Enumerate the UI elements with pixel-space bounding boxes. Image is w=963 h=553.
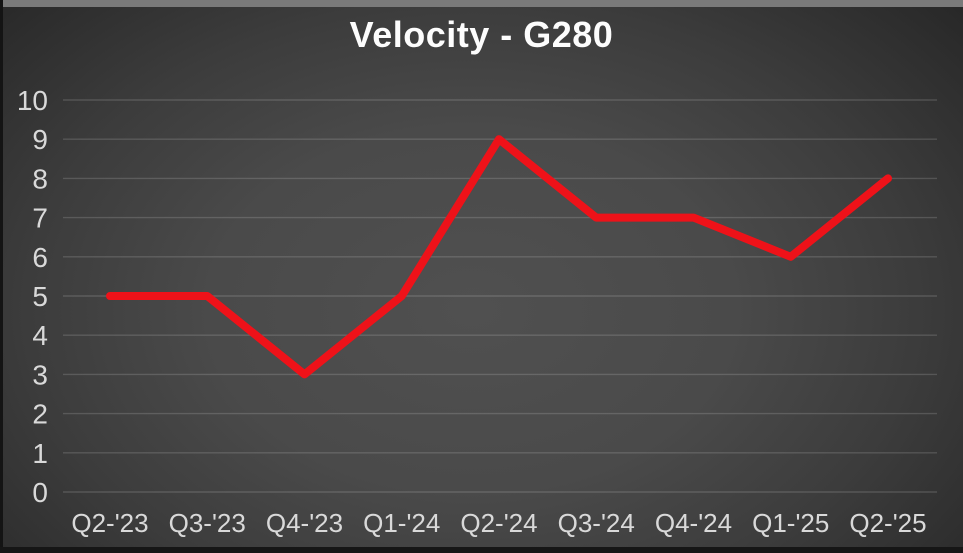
- series-line-velocity: [106, 135, 892, 379]
- y-axis-tick-label: 5: [32, 281, 48, 312]
- x-axis-tick-label: Q4-'24: [655, 508, 732, 538]
- x-axis-tick-label: Q1-'25: [752, 508, 829, 538]
- y-axis-tick-label: 1: [32, 438, 48, 469]
- y-axis-tick-label: 4: [32, 320, 48, 351]
- y-axis-tick-label: 8: [32, 163, 48, 194]
- chart-title: Velocity - G280: [349, 14, 614, 55]
- y-axis-tick-label: 6: [32, 242, 48, 273]
- x-axis-tick-label: Q3-'23: [169, 508, 246, 538]
- y-axis-tick-label: 10: [17, 85, 48, 116]
- y-axis-tick-label: 7: [32, 203, 48, 234]
- x-axis-tick-label: Q1-'24: [363, 508, 440, 538]
- y-axis-tick-label: 2: [32, 399, 48, 430]
- y-axis-tick-label: 0: [32, 477, 48, 508]
- window-top-edge: [0, 0, 963, 7]
- x-axis-tick-label: Q2-'25: [849, 508, 926, 538]
- window-left-edge: [0, 0, 3, 553]
- x-axis-tick-label: Q2-'23: [71, 508, 148, 538]
- x-axis-tick-label: Q2-'24: [460, 508, 537, 538]
- y-axis-tick-label: 9: [32, 124, 48, 155]
- y-axis-tick-label: 3: [32, 359, 48, 390]
- window-bottom-edge: [0, 547, 963, 553]
- x-axis-tick-label: Q4-'23: [266, 508, 343, 538]
- x-axis-tick-label: Q3-'24: [558, 508, 635, 538]
